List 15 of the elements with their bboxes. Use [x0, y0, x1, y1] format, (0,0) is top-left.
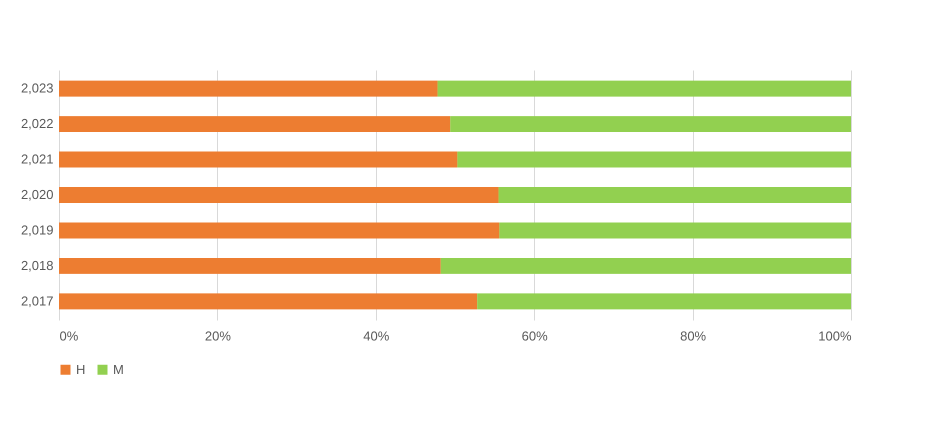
y-tick-label: 2,020	[20, 187, 54, 202]
x-tick-label: 20%	[204, 328, 232, 344]
y-tick-label: 2,022	[20, 116, 54, 132]
y-tick-label: 2,018	[20, 258, 54, 273]
x-tick-label: 0%	[60, 328, 79, 344]
x-tick-label: 60%	[522, 328, 548, 344]
y-tick-label: 2,017	[20, 293, 54, 308]
y-tick-label: 2,019	[20, 222, 54, 238]
x-tick-label: 80%	[680, 328, 707, 344]
x-tick-label: 40%	[363, 328, 390, 344]
legend-label: H	[76, 362, 86, 377]
x-tick-label: 100%	[818, 328, 852, 344]
y-tick-label: 2,023	[20, 80, 54, 96]
y-tick-label: 2,021	[20, 152, 54, 167]
legend-label: M	[113, 362, 124, 377]
